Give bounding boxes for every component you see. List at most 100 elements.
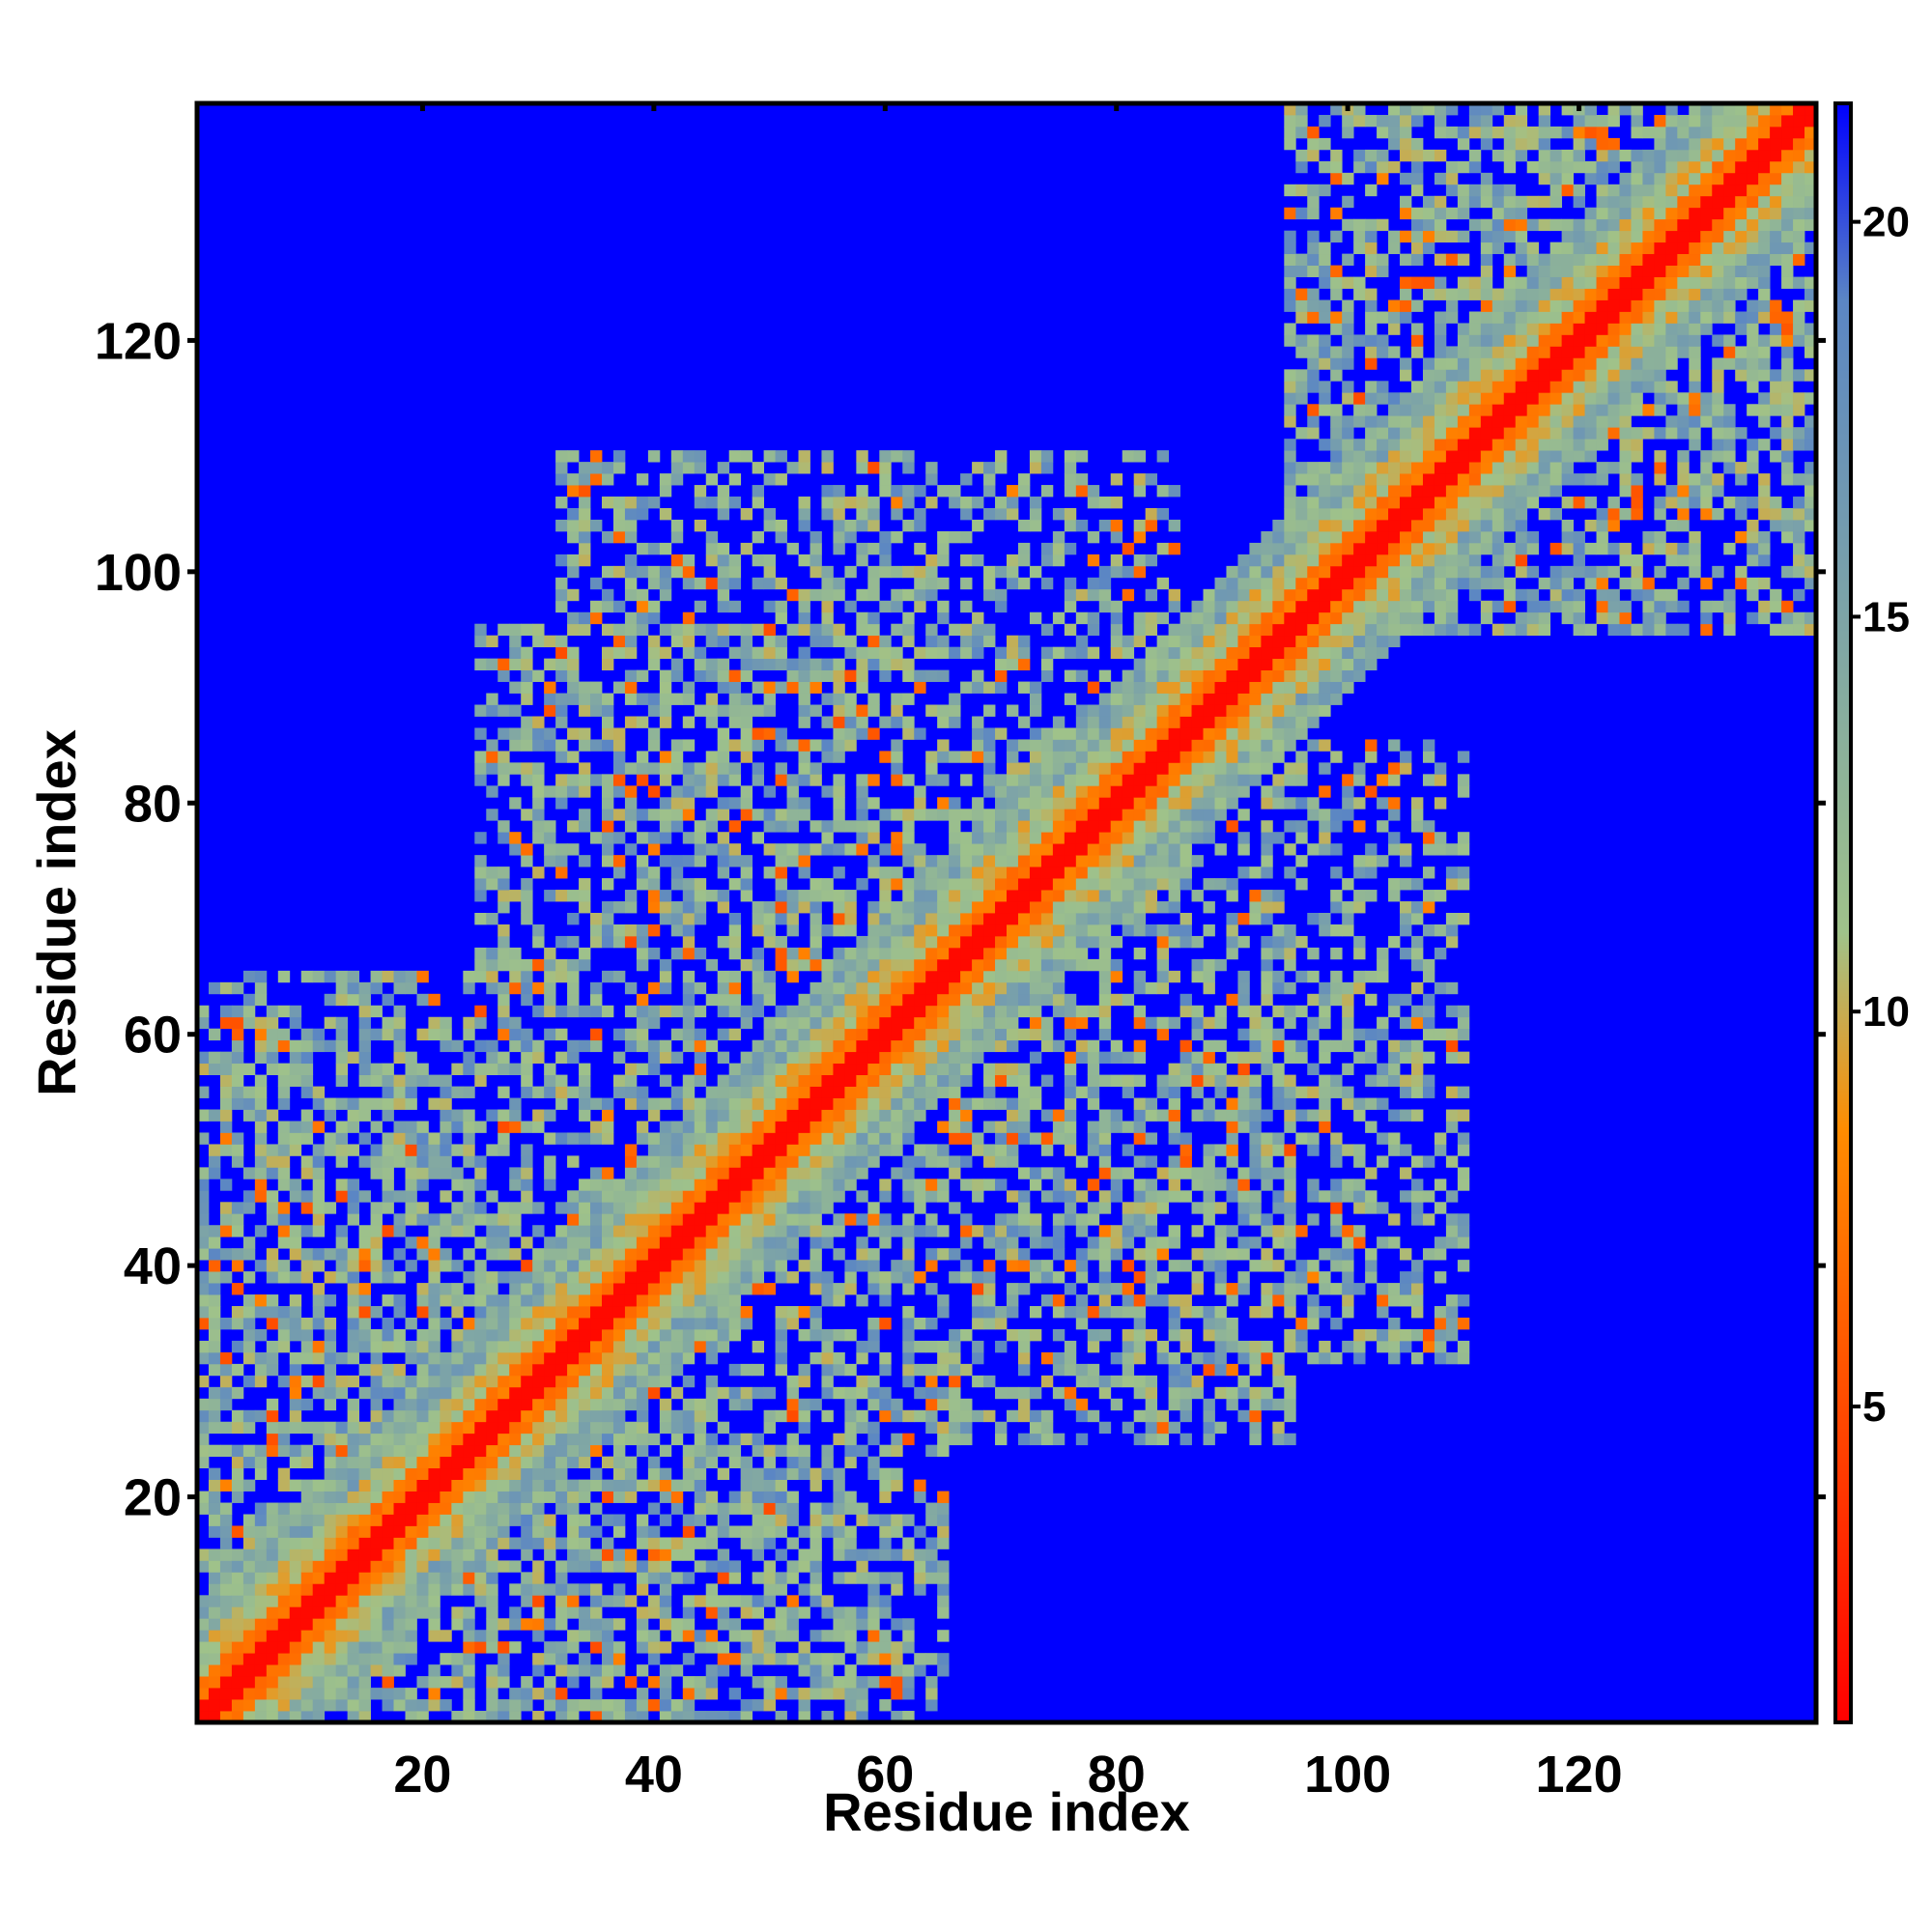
heatmap-cell — [532, 1595, 545, 1607]
heatmap-cell — [1075, 669, 1089, 682]
heatmap-cell — [602, 1363, 614, 1377]
heatmap-cell — [393, 1479, 406, 1492]
heatmap-cell — [497, 901, 510, 914]
heatmap-cell — [717, 993, 730, 1007]
heatmap-cell — [879, 1144, 892, 1156]
heatmap-cell — [1133, 1306, 1147, 1319]
heatmap-cell — [786, 681, 799, 694]
heatmap-cell — [636, 1386, 649, 1400]
heatmap-cell — [289, 1363, 302, 1377]
heatmap-cell — [624, 577, 638, 590]
heatmap-cell — [1110, 855, 1123, 867]
heatmap-cell — [451, 1711, 464, 1723]
heatmap-cell — [810, 913, 822, 925]
heatmap-cell — [624, 1294, 638, 1307]
heatmap-cell — [602, 1514, 614, 1526]
heatmap-cell — [949, 1386, 961, 1400]
heatmap-cell — [891, 832, 903, 844]
heatmap-cell — [1075, 890, 1089, 902]
heatmap-cell — [833, 797, 845, 810]
heatmap-cell — [763, 1618, 776, 1631]
heatmap-cell — [937, 774, 950, 786]
heatmap-cell — [670, 1306, 684, 1319]
heatmap-cell — [1052, 611, 1065, 625]
heatmap-cell — [555, 1618, 568, 1631]
heatmap-cell — [636, 878, 649, 891]
heatmap-cell — [810, 1398, 822, 1411]
heatmap-cell — [602, 473, 614, 486]
heatmap-cell — [612, 1386, 626, 1400]
heatmap-cell — [370, 1618, 383, 1631]
heatmap-cell — [347, 1202, 359, 1214]
heatmap-cell — [717, 1444, 730, 1458]
heatmap-cell — [902, 774, 915, 786]
heatmap-cell — [544, 1306, 556, 1319]
heatmap-cell — [579, 530, 591, 544]
heatmap-cell — [532, 1618, 545, 1631]
heatmap-cell — [821, 751, 834, 763]
heatmap-cell — [867, 1676, 880, 1689]
heatmap-cell — [242, 1479, 256, 1492]
heatmap-cell — [1145, 1225, 1158, 1237]
heatmap-cell — [949, 1086, 961, 1098]
heatmap-cell — [300, 1676, 314, 1689]
heatmap-cell — [647, 1525, 661, 1538]
heatmap-cell — [405, 1213, 417, 1226]
heatmap-cell — [312, 1514, 326, 1526]
heatmap-cell — [995, 508, 1008, 521]
heatmap-cell — [728, 577, 742, 590]
heatmap-cell — [902, 669, 915, 682]
heatmap-cell — [983, 867, 996, 879]
heatmap-cell — [1087, 785, 1100, 798]
heatmap-cell — [786, 1202, 799, 1214]
heatmap-cell — [416, 970, 429, 983]
heatmap-cell — [682, 1525, 696, 1538]
heatmap-cell — [428, 993, 440, 1007]
heatmap-cell — [219, 1548, 233, 1561]
heatmap-cell — [798, 762, 810, 775]
heatmap-cell — [972, 1283, 984, 1295]
heatmap-cell — [497, 832, 510, 844]
heatmap-cell — [590, 1213, 603, 1226]
heatmap-cell — [694, 1421, 707, 1435]
heatmap-cell — [1052, 646, 1065, 660]
heatmap-cell — [763, 1074, 776, 1087]
heatmap-cell — [705, 1260, 719, 1272]
heatmap-cell — [960, 913, 973, 925]
heatmap-cell — [335, 1641, 349, 1654]
heatmap-cell — [208, 1351, 221, 1365]
heatmap-cell — [347, 1433, 359, 1446]
heatmap-cell — [670, 1630, 684, 1642]
heatmap-cell — [775, 1583, 787, 1596]
heatmap-cell — [786, 820, 799, 833]
heatmap-cell — [277, 1328, 291, 1342]
heatmap-cell — [624, 1063, 638, 1075]
heatmap-cell — [451, 1676, 464, 1689]
heatmap-cell — [289, 1595, 302, 1607]
heatmap-cell — [242, 1318, 256, 1330]
heatmap-cell — [312, 1225, 326, 1237]
heatmap-cell — [521, 1039, 533, 1053]
heatmap-cell — [1145, 1409, 1158, 1423]
heatmap-cell — [960, 554, 973, 567]
heatmap-cell — [254, 1132, 268, 1145]
heatmap-cell — [925, 890, 938, 902]
heatmap-cell — [289, 1699, 302, 1712]
heatmap-cell — [694, 901, 707, 914]
heatmap-cell — [428, 1318, 440, 1330]
heatmap-cell — [775, 1236, 787, 1249]
heatmap-cell — [1007, 867, 1019, 879]
heatmap-cell — [486, 1318, 498, 1330]
heatmap-cell — [300, 1653, 314, 1665]
heatmap-cell — [428, 1467, 440, 1480]
heatmap-cell — [902, 843, 915, 856]
heatmap-cell — [879, 1595, 892, 1607]
heatmap-cell — [509, 681, 522, 694]
heatmap-cell — [579, 1086, 591, 1098]
heatmap-cell — [902, 1537, 915, 1549]
heatmap-cell — [1098, 1225, 1112, 1237]
heatmap-cell — [775, 820, 787, 833]
heatmap-cell — [775, 855, 787, 867]
heatmap-cell — [821, 1051, 834, 1065]
heatmap-cell — [960, 901, 973, 914]
